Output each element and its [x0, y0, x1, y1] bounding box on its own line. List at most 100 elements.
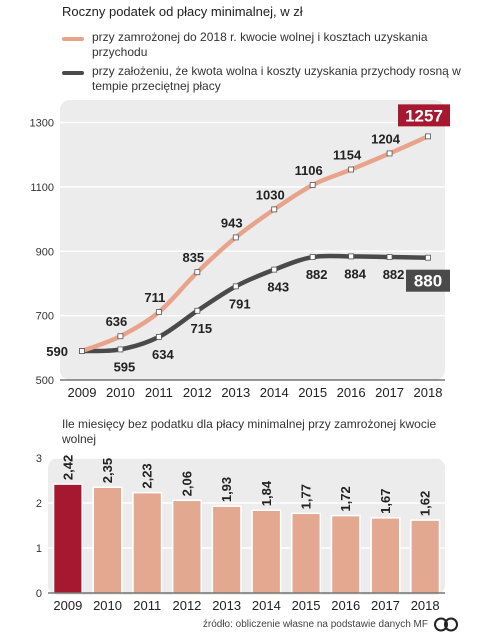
data-label-frozen: 1154 [333, 148, 362, 163]
bar-value-label: 2,06 [179, 471, 194, 496]
bar [92, 486, 123, 594]
highlight-label-indexed: 880 [414, 272, 442, 291]
x-tick-label: 2010 [106, 385, 135, 400]
data-label-start: 590 [46, 344, 68, 359]
bar-value-label: 1,93 [219, 477, 234, 502]
x-tick-label: 2017 [375, 385, 404, 400]
x-tick-label: 2011 [145, 385, 173, 400]
point-frozen [425, 133, 431, 140]
bar-chart-title: Ile miesięcy bez podatku dla płacy minim… [62, 417, 437, 446]
bar-value-label: 2,35 [100, 458, 115, 483]
data-label-indexed: 884 [344, 266, 366, 281]
data-label-indexed: 634 [152, 347, 174, 362]
x-tick-label: 2009 [53, 598, 82, 610]
y-tick-label: 3 [36, 453, 42, 465]
bar [410, 519, 441, 594]
bar [171, 499, 202, 594]
highlight-label-frozen: 1257 [405, 106, 443, 125]
x-tick-label: 2016 [337, 385, 366, 400]
point-frozen [194, 269, 201, 276]
point-frozen [232, 234, 239, 241]
y-tick-label: 1 [36, 543, 42, 555]
point-frozen [386, 150, 393, 157]
data-label-indexed: 791 [229, 296, 251, 311]
data-label-frozen: 1204 [371, 131, 401, 146]
data-label-frozen: 1030 [256, 187, 285, 202]
x-tick-label: 2018 [411, 598, 440, 610]
x-tick-label: 2017 [371, 598, 400, 610]
series-line-indexed [79, 253, 431, 354]
point-indexed [232, 283, 239, 290]
bar [132, 491, 163, 594]
point-indexed [271, 266, 278, 273]
legend-swatch-frozen [62, 37, 84, 41]
point-indexed [194, 307, 201, 314]
bar [251, 509, 282, 594]
data-label-indexed: 595 [114, 359, 136, 374]
x-tick-label: 2018 [414, 385, 443, 400]
point-indexed [386, 254, 393, 260]
point-frozen [117, 333, 124, 340]
highlight-box-frozen [398, 104, 450, 127]
bar-value-label: 2,42 [60, 455, 75, 480]
data-label-frozen: 711 [144, 290, 165, 305]
y-tick-label: 900 [36, 246, 54, 258]
legend-swatch-indexed [62, 71, 84, 75]
point-frozen [79, 348, 85, 354]
data-label-indexed: 882 [383, 267, 405, 282]
data-label-indexed: 843 [267, 280, 289, 295]
series-line-frozen [79, 134, 431, 354]
x-tick-label: 2011 [133, 598, 161, 610]
bar [291, 512, 322, 594]
point-indexed [117, 346, 124, 353]
legend-label-indexed: przy założeniu, że kwota wolna i koszty … [92, 64, 461, 93]
point-frozen [309, 182, 316, 188]
x-tick-label: 2012 [183, 385, 212, 400]
data-label-frozen: 943 [221, 215, 243, 230]
data-label-frozen: 835 [182, 250, 204, 265]
bar-value-label: 1,77 [299, 484, 314, 509]
source-note: źródło: obliczenie własne na podstawie d… [202, 619, 428, 630]
x-tick-label: 2012 [172, 598, 201, 610]
data-label-indexed: 882 [306, 267, 328, 282]
bar-chart: 0 1 2 3 2,42 2009 2,35 2010 2,23 2011 2,06 2012 1,93… [36, 453, 445, 610]
y-tick-label: 1300 [30, 118, 54, 130]
bar [370, 517, 401, 594]
bar [211, 505, 242, 594]
point-indexed [425, 254, 431, 261]
bar-value-label: 2,23 [140, 463, 155, 488]
data-label-indexed: 715 [190, 321, 212, 336]
x-tick-label: 2013 [212, 598, 241, 610]
data-label-frozen: 636 [106, 314, 128, 329]
legend-label-frozen: przy zamrożonej do 2018 r. kwocie wolnej… [92, 30, 428, 59]
bar-value-label: 1,72 [338, 486, 353, 511]
y-tick-label: 500 [36, 375, 54, 387]
point-indexed [309, 254, 316, 260]
logo-icon [434, 617, 458, 632]
bar-value-label: 1,67 [378, 489, 393, 514]
y-tick-label: 1100 [30, 182, 54, 194]
bar-highlight [52, 483, 83, 594]
x-tick-label: 2016 [331, 598, 360, 610]
y-tick-label: 700 [36, 311, 54, 323]
bar-value-label: 1,84 [259, 480, 274, 506]
x-tick-label: 2015 [298, 385, 327, 400]
point-frozen [155, 309, 162, 315]
highlight-box-indexed [406, 269, 450, 292]
line-chart-title: Roczny podatek od płacy minimalnej, w zł [62, 4, 303, 19]
line-chart: 500 700 900 1100 1300 2009 2010 2011 2012 2013 201… [30, 100, 450, 400]
x-tick-label: 2009 [68, 385, 97, 400]
x-tick-label: 2014 [252, 598, 281, 610]
bar [330, 514, 361, 594]
y-tick-label: 2 [36, 498, 42, 510]
x-tick-label: 2010 [93, 598, 122, 610]
point-frozen [271, 206, 278, 213]
x-tick-label: 2014 [260, 385, 289, 400]
data-label-frozen: 1106 [295, 163, 323, 178]
x-tick-label: 2015 [292, 598, 321, 610]
y-tick-label: 0 [36, 588, 42, 600]
point-indexed [155, 333, 162, 340]
bar-value-label: 1,62 [418, 491, 433, 516]
point-indexed [348, 253, 355, 260]
point-frozen [348, 166, 355, 173]
